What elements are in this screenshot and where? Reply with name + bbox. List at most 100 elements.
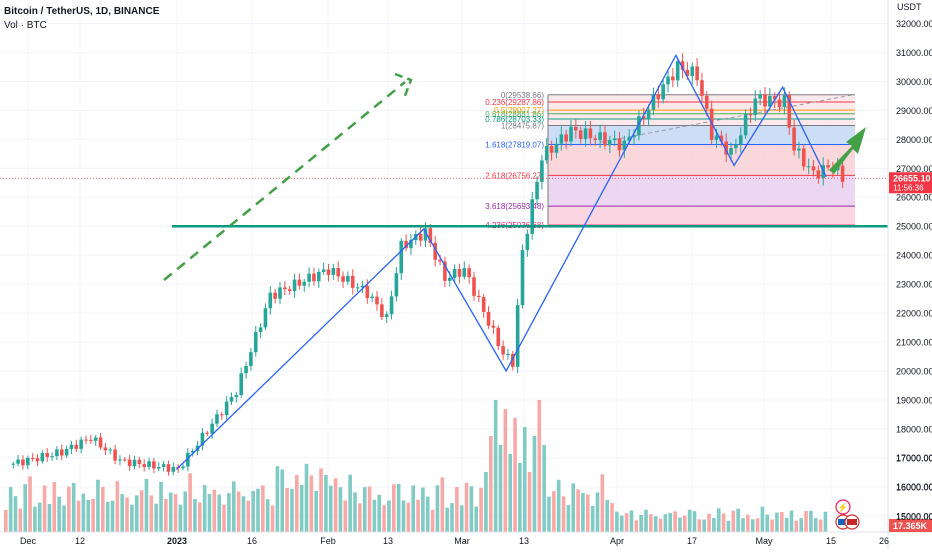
volume-bar: [658, 518, 663, 532]
fib-zone: [548, 175, 855, 207]
candle-body: [336, 267, 340, 277]
candle-body: [603, 132, 607, 146]
candle-body: [287, 289, 292, 291]
time-tick-label: 26: [879, 536, 889, 546]
candle-body: [142, 464, 146, 467]
candle-body: [394, 273, 399, 297]
volume-bar: [76, 500, 81, 532]
price-tick-label: 16000.00: [896, 482, 932, 492]
volume-bar: [314, 490, 318, 532]
volume-bar: [299, 484, 304, 532]
candle-body: [258, 327, 263, 333]
price-tick-label: 27000.00: [896, 164, 932, 174]
volume-bar: [692, 511, 697, 532]
candle-body: [215, 414, 219, 424]
candle-body: [108, 449, 113, 451]
candle-body: [161, 464, 166, 468]
volume-bar: [231, 481, 236, 532]
bar-countdown: 11:56:36: [893, 183, 924, 192]
volume-bar: [62, 505, 66, 532]
volume-bar: [416, 499, 420, 532]
candle-body: [452, 268, 457, 278]
volume-bar: [469, 486, 474, 532]
symbol-title[interactable]: Bitcoin / TetherUS, 1D, BINANCE: [4, 6, 160, 17]
candle-body: [758, 94, 762, 99]
candle-body: [540, 160, 544, 182]
volume-bar: [610, 503, 614, 532]
candle-body: [802, 148, 806, 167]
fib-level-label: 1.618(27819.07): [485, 141, 544, 150]
volume-bar: [435, 485, 440, 532]
volume-bar: [338, 487, 343, 532]
time-tick-label: May: [755, 536, 773, 546]
volume-bar: [552, 491, 556, 532]
candle-body: [103, 447, 108, 451]
candles: [11, 53, 845, 476]
candle-body: [685, 69, 690, 77]
volume-bar: [101, 487, 105, 532]
volume-bar: [556, 479, 561, 532]
candle-body: [26, 457, 30, 466]
candle-body: [462, 268, 467, 277]
volume-bar: [241, 496, 246, 532]
candle-body: [98, 437, 103, 448]
candle-body: [671, 76, 675, 81]
candle-body: [787, 95, 792, 128]
volume-bar: [270, 505, 275, 532]
volume-bar: [202, 485, 207, 532]
candle-body: [569, 126, 573, 142]
volume-bar: [295, 474, 299, 532]
candle-body: [190, 451, 195, 453]
volume-bar: [639, 514, 643, 532]
volume-bar: [590, 505, 595, 532]
candle-body: [341, 276, 345, 282]
candle-body: [312, 273, 316, 282]
volume-bar: [765, 514, 770, 532]
candle-body: [811, 166, 816, 171]
candle-body: [583, 128, 588, 140]
candle-body: [472, 277, 476, 296]
volume-bar: [105, 501, 110, 532]
volume-bar: [721, 513, 726, 532]
volume-bar: [547, 496, 551, 532]
candle-body: [404, 240, 408, 249]
volume-bars: [4, 400, 828, 532]
candle-body: [564, 134, 568, 142]
candle-body: [438, 259, 442, 262]
volume-tick-label: 15000.00: [896, 512, 932, 522]
price-tick-label: 30000.00: [896, 77, 932, 87]
currency-label: USDT: [897, 2, 922, 12]
candle-body: [588, 128, 593, 139]
volume-bar: [522, 427, 527, 532]
price-tick-label: 24000.00: [896, 251, 932, 261]
candle-body: [350, 275, 355, 288]
candle-body: [156, 467, 161, 469]
fib-level-label: 3.618(25693.48): [485, 202, 544, 211]
candle-body: [661, 84, 665, 100]
price-tick-label: 26000.00: [896, 193, 932, 203]
volume-bar: [508, 454, 512, 532]
candle-body: [302, 281, 307, 286]
time-tick-label: Dec: [20, 536, 37, 546]
candle-body: [816, 170, 821, 179]
volume-bar: [406, 502, 411, 532]
volume-bar: [115, 481, 120, 532]
price-tick-label: 22000.00: [896, 309, 932, 319]
volume-bar: [455, 487, 459, 532]
candle-body: [297, 279, 302, 286]
volume-bar: [188, 473, 192, 532]
volume-bar: [304, 463, 309, 532]
volume-bar: [818, 519, 823, 532]
candle-body: [666, 76, 670, 85]
volume-bar: [280, 469, 285, 532]
price-tick-label: 32000.00: [896, 19, 932, 29]
candle-body: [544, 146, 549, 161]
candle-body: [200, 432, 205, 446]
volume-bar: [489, 436, 493, 532]
candle-body: [69, 444, 74, 450]
candle-body: [326, 269, 331, 275]
volume-bar: [110, 500, 115, 532]
